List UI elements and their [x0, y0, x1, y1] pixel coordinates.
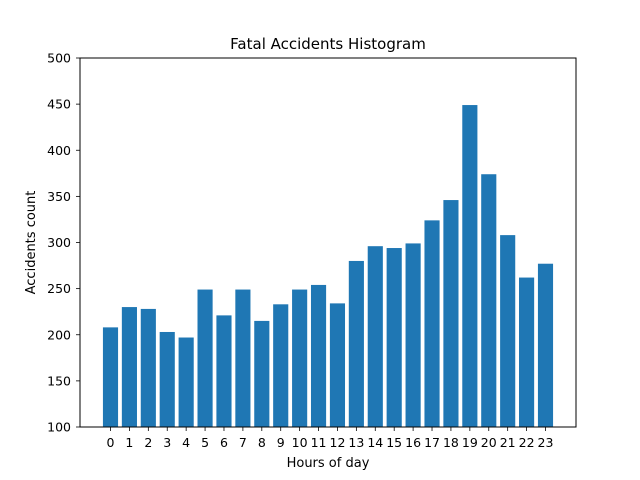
chart-title: Fatal Accidents Histogram — [230, 35, 426, 53]
bar-hour-2 — [140, 308, 156, 427]
y-axis-title: Accidents count — [24, 191, 39, 295]
bar-hour-15 — [386, 248, 402, 427]
bar-hour-4 — [178, 337, 194, 427]
bar-hour-23 — [537, 263, 554, 427]
bar-hour-14 — [367, 246, 383, 427]
x-axis-title: Hours of day — [287, 456, 370, 471]
bar-hour-22 — [519, 277, 535, 427]
plot-frame — [79, 57, 577, 428]
x-tick-label: 7 — [239, 435, 247, 450]
bar-hour-3 — [159, 331, 175, 427]
bar-hour-16 — [405, 243, 421, 427]
x-tick-label: 13 — [348, 435, 364, 450]
x-tick-label: 4 — [182, 435, 190, 450]
x-tick-label: 18 — [443, 435, 459, 450]
x-tick-label: 20 — [481, 435, 497, 450]
x-tick-label: 9 — [277, 435, 285, 450]
y-tick-label: 350 — [47, 189, 71, 204]
y-tick-label: 400 — [47, 143, 71, 158]
x-tick-label: 23 — [538, 435, 554, 450]
bar-hour-8 — [254, 320, 270, 427]
bar-hour-7 — [235, 289, 251, 427]
bar-hour-10 — [292, 289, 308, 427]
x-tick-label: 5 — [201, 435, 209, 450]
x-tick-label: 21 — [500, 435, 516, 450]
bar-hour-17 — [424, 220, 440, 427]
x-tick-label: 3 — [163, 435, 171, 450]
x-tick-label: 12 — [330, 435, 346, 450]
bar-hour-18 — [443, 200, 459, 427]
bar-hour-19 — [462, 105, 478, 428]
x-tick-label: 19 — [462, 435, 478, 450]
bar-hour-21 — [500, 235, 516, 427]
x-tick-label: 8 — [258, 435, 266, 450]
y-tick-label: 300 — [47, 235, 71, 250]
x-tick-label: 14 — [367, 435, 383, 450]
x-axis: 0 1 2 3 4 5 6 7 8 9 10 11 12 13 14 15 16 17 18 19 20 21 22 23 — [107, 427, 554, 450]
bars-group — [102, 105, 554, 428]
bar-hour-20 — [481, 174, 497, 427]
x-tick-label: 10 — [292, 435, 308, 450]
y-tick-label: 500 — [47, 51, 71, 66]
y-axis: 100 150 200 250 300 350 400 450 500 — [47, 51, 80, 435]
x-tick-label: 16 — [405, 435, 421, 450]
x-tick-label: 11 — [311, 435, 327, 450]
bar-hour-5 — [197, 289, 213, 427]
x-tick-label: 15 — [386, 435, 402, 450]
bar-hour-12 — [329, 303, 346, 427]
x-tick-label: 6 — [220, 435, 228, 450]
bar-hour-11 — [310, 284, 327, 427]
bar-hour-13 — [348, 260, 364, 427]
bar-hour-9 — [273, 304, 289, 427]
x-tick-label: 1 — [125, 435, 133, 450]
y-tick-label: 450 — [47, 97, 71, 112]
y-tick-label: 200 — [47, 327, 71, 342]
bar-hour-1 — [121, 307, 137, 427]
x-tick-label: 22 — [519, 435, 535, 450]
x-tick-label: 2 — [144, 435, 152, 450]
y-tick-label: 100 — [47, 420, 71, 435]
x-tick-label: 17 — [424, 435, 440, 450]
y-tick-label: 250 — [47, 281, 71, 296]
bar-hour-6 — [216, 315, 232, 427]
bar-hour-0 — [102, 327, 119, 427]
x-tick-label: 0 — [107, 435, 115, 450]
y-tick-label: 150 — [47, 373, 71, 388]
